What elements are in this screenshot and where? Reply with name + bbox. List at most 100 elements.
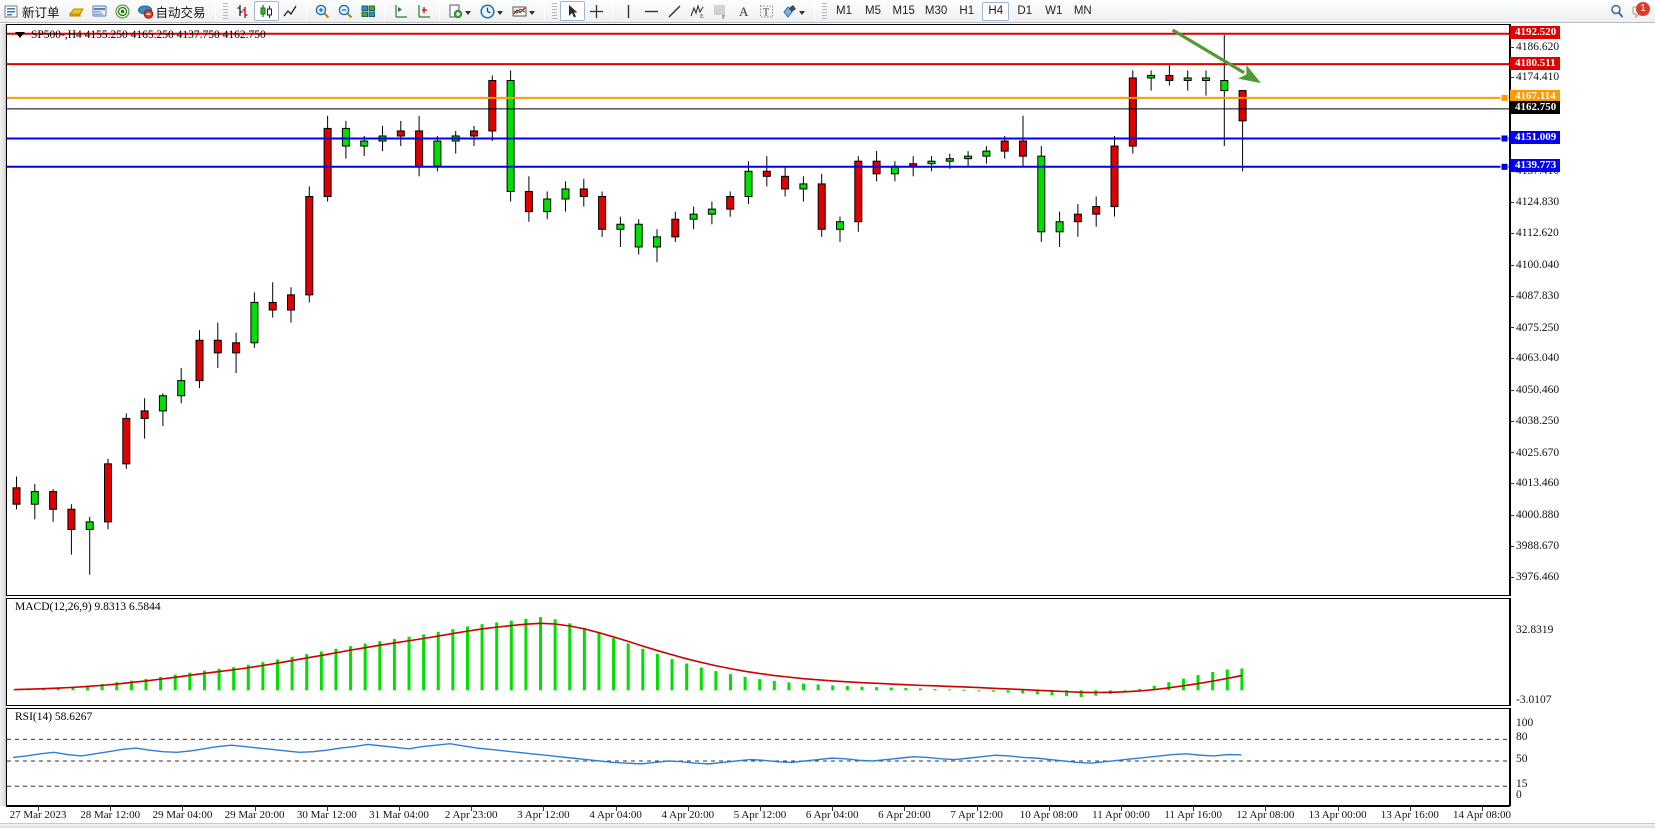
indicators-icon (511, 3, 528, 20)
tile-windows-button[interactable] (357, 1, 380, 22)
terminal-button[interactable] (88, 1, 111, 22)
timeframe-m1[interactable]: M1 (836, 4, 853, 17)
new-order-button[interactable]: 新订单 (0, 1, 65, 22)
macd-plot (13, 617, 1244, 697)
price-level-tag[interactable]: 4180.511 (1510, 56, 1560, 70)
timeframe-m15[interactable]: M15 (892, 4, 915, 17)
search-button[interactable] (1606, 1, 1629, 22)
chart-shift-icon (392, 3, 409, 20)
horizontal-line-button[interactable] (640, 1, 663, 22)
price-level-tag[interactable]: 4167.114 (1510, 90, 1560, 104)
toolbar-separator-4 (438, 2, 440, 20)
timeframe-m30[interactable]: M30 (924, 4, 948, 17)
time-axis[interactable]: 27 Mar 2023 28 Mar 12:00 29 Mar 04:00 29 Ma… (6, 806, 1512, 824)
rsi-axis[interactable]: 100 80 50 15 0 (1510, 708, 1652, 806)
chart-shift-button[interactable] (389, 1, 412, 22)
timeframe-h1[interactable]: H1 (959, 4, 975, 17)
toolbar-separator-5 (543, 2, 545, 20)
time-tick-label: 10 Apr 08:00 (1019, 809, 1078, 821)
zoom-in-button[interactable] (311, 1, 334, 22)
price-tick: 4063.040 (1510, 352, 1559, 364)
time-tick-mark (254, 807, 256, 811)
time-tick-label: 3 Apr 12:00 (517, 809, 570, 821)
time-tick-label: 30 Mar 12:00 (296, 809, 357, 821)
templates-dropdown-arrow[interactable] (464, 3, 473, 20)
search-icon (1609, 3, 1626, 20)
price-level-tag[interactable]: 4192.520 (1510, 26, 1561, 40)
indicators-dropdown-arrow[interactable] (528, 3, 537, 20)
timeframe-mn[interactable]: MN (1073, 4, 1092, 17)
fibonacci-button[interactable]: F (709, 1, 732, 22)
notification-button[interactable]: 1 (1629, 1, 1650, 20)
vertical-line-icon (620, 3, 637, 20)
symbol-header: SP500-,H4 4155.250 4165.250 4137.750 416… (15, 27, 266, 42)
time-tick-mark (471, 807, 473, 811)
auto-scroll-button[interactable] (412, 1, 435, 22)
price-level-tag[interactable]: 4139.773 (1510, 159, 1561, 173)
vertical-line-button[interactable] (617, 1, 640, 22)
templates-button[interactable] (444, 1, 476, 22)
fibonacci-icon: F (712, 3, 729, 20)
zoom-out-button[interactable] (334, 1, 357, 22)
price-tick: 4075.250 (1510, 322, 1559, 334)
text-label-icon: T (758, 3, 775, 20)
objects-button[interactable] (778, 1, 810, 22)
price-axis-line (1510, 24, 1511, 596)
text-button[interactable]: A (732, 1, 755, 22)
time-tick-mark (182, 807, 184, 811)
macd-axis[interactable]: 32.8319 -3.0107 (1510, 598, 1652, 706)
elliott-wave-button[interactable]: E (686, 1, 709, 22)
period-button[interactable] (476, 1, 508, 22)
time-tick-label: 13 Apr 16:00 (1380, 809, 1439, 821)
toolbar-grip-3[interactable] (821, 2, 827, 20)
time-tick-mark (760, 807, 761, 811)
timeframe-w1[interactable]: W1 (1045, 4, 1063, 17)
chart-vertical-scrollbar[interactable] (0, 24, 6, 806)
symbol-caret-icon[interactable] (15, 31, 25, 38)
text-label-button[interactable]: T (755, 1, 778, 22)
cursor-icon (564, 3, 581, 20)
auto-scroll-icon (415, 3, 432, 20)
macd-pane[interactable]: MACD(12,26,9) 9.8313 6.5844 (6, 598, 1510, 706)
price-axis[interactable]: 4186.6204174.4104162.7504149.8204137.410… (1510, 24, 1652, 596)
price-tick: 4087.830 (1510, 290, 1559, 302)
time-tick-label: 14 Apr 08:00 (1452, 809, 1512, 821)
toolbar-separator-2 (305, 2, 307, 20)
bar-chart-button[interactable] (231, 1, 254, 22)
zoom-out-icon (337, 3, 354, 20)
time-tick-label: 4 Apr 04:00 (589, 809, 642, 821)
gold-bar-button[interactable] (65, 1, 88, 22)
time-tick-mark (543, 807, 545, 811)
timeframe-d1[interactable]: D1 (1017, 4, 1033, 17)
toolbar-separator-3 (383, 2, 385, 20)
timeframe-h4[interactable]: H4 (982, 1, 1010, 21)
time-tick-mark (110, 807, 112, 811)
rsi-level-label: 100 (1516, 717, 1534, 729)
svg-text:T: T (763, 7, 769, 18)
price-level-tag[interactable]: 4162.750 (1510, 101, 1561, 115)
price-pane[interactable]: SP500-,H4 4155.250 4165.250 4137.750 416… (6, 24, 1510, 596)
objects-dropdown-arrow[interactable] (798, 3, 807, 20)
price-tick: 4186.620 (1510, 41, 1559, 53)
rsi-pane[interactable]: RSI(14) 58.6267 (6, 708, 1510, 806)
period-dropdown-arrow[interactable] (496, 3, 505, 20)
indicators-button[interactable] (508, 1, 540, 22)
signals-button[interactable] (111, 1, 134, 22)
toolbar-grip-2[interactable] (551, 2, 557, 20)
time-tick-label: 31 Mar 04:00 (369, 809, 429, 821)
timeframe-m5[interactable]: M5 (865, 4, 882, 17)
crosshair-button[interactable] (585, 1, 608, 22)
line-chart-button[interactable] (279, 1, 302, 22)
autotrading-button[interactable]: 自动交易 (134, 1, 211, 22)
price-candles (7, 28, 1509, 575)
price-level-tag[interactable]: 4151.009 (1510, 130, 1561, 144)
chart-horizontal-scrollbar[interactable] (0, 823, 1655, 828)
time-tick-mark (1265, 807, 1267, 811)
horizontal-line-icon (643, 3, 660, 20)
notification-count: 1 (1636, 1, 1650, 16)
objects-icon (781, 3, 798, 20)
candlestick-chart-button[interactable] (253, 1, 279, 21)
toolbar-grip[interactable] (222, 2, 228, 20)
cursor-button[interactable] (559, 1, 585, 21)
trendline-button[interactable] (663, 1, 686, 22)
